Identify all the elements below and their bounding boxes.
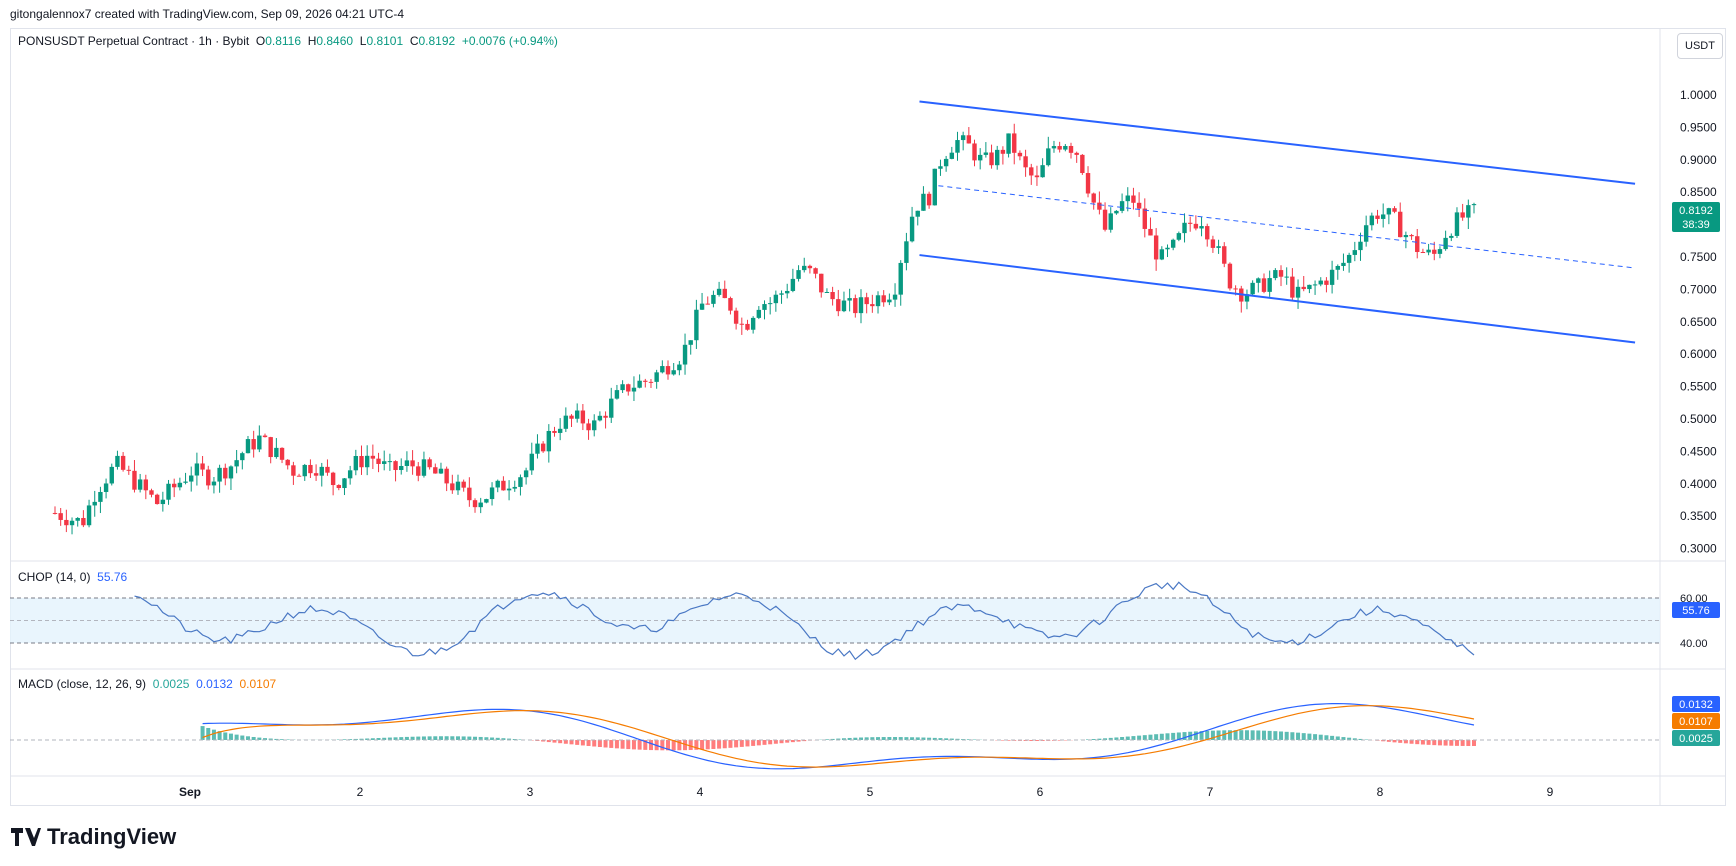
- macd-signal-value: 0.0107: [239, 677, 277, 691]
- macd-title: MACD (close, 12, 26, 9): [18, 677, 147, 691]
- macd-line-value: 0.0132: [196, 677, 233, 691]
- tradingview-logo[interactable]: TradingView: [11, 824, 176, 850]
- change-value: +0.0076 (+0.94%): [461, 34, 558, 48]
- high-label: H: [307, 34, 317, 48]
- currency-unit-button[interactable]: USDT: [1677, 33, 1723, 59]
- chart-frame: [10, 28, 1726, 806]
- macd-legend: MACD (close, 12, 26, 9) 0.0025 0.0132 0.…: [18, 677, 276, 691]
- low-label: L: [359, 34, 367, 48]
- chop-value: 55.76: [97, 570, 128, 584]
- header-attribution: gitongalennox7 created with TradingView.…: [10, 7, 405, 21]
- symbol-name: PONSUSDT Perpetual Contract · 1h · Bybit: [18, 34, 250, 48]
- brand-name: TradingView: [47, 824, 177, 849]
- open-label: O: [255, 34, 266, 48]
- low-value: 0.8101: [366, 34, 404, 48]
- symbol-legend: PONSUSDT Perpetual Contract · 1h · Bybit…: [18, 34, 558, 48]
- chop-legend: CHOP (14, 0) 55.76: [18, 570, 127, 584]
- tradingview-logo-icon: [11, 828, 41, 846]
- close-value: 0.8192: [418, 34, 456, 48]
- high-value: 0.8460: [316, 34, 354, 48]
- chop-title: CHOP (14, 0): [18, 570, 91, 584]
- open-value: 0.8116: [265, 34, 302, 48]
- macd-hist-value: 0.0025: [152, 677, 190, 691]
- close-label: C: [409, 34, 419, 48]
